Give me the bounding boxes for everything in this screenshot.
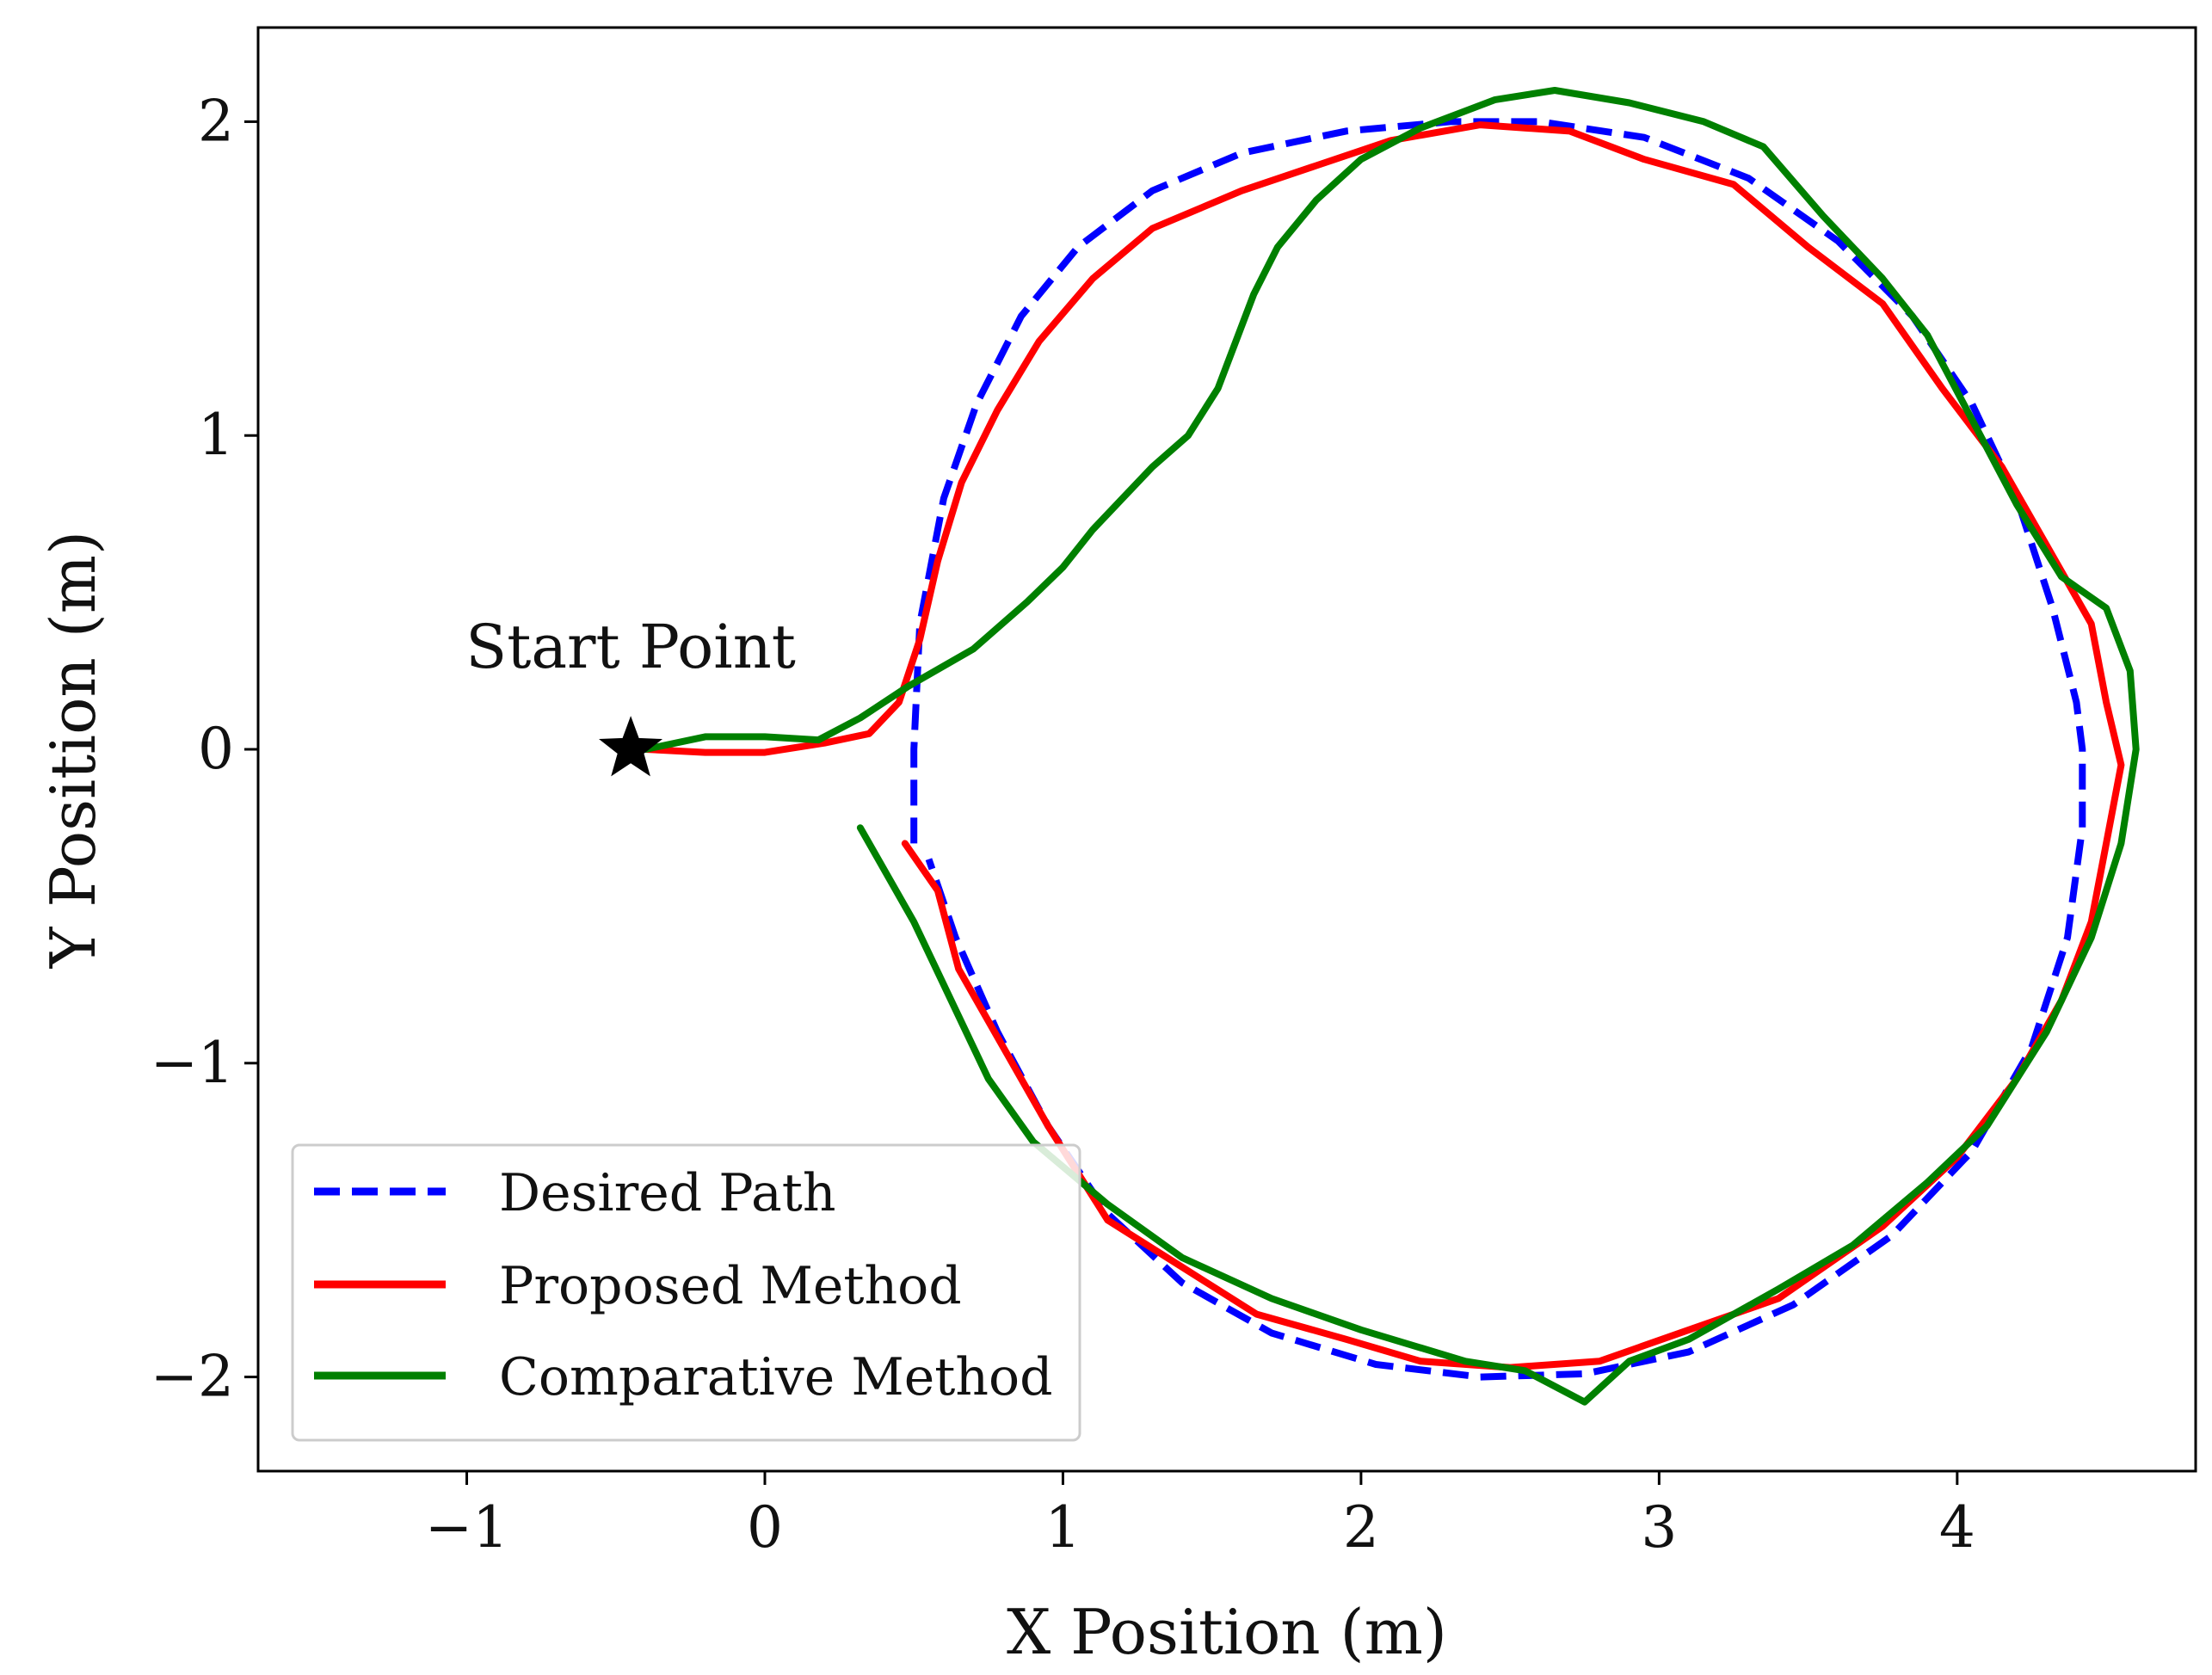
- y-tick-label: 1: [198, 402, 234, 468]
- legend-label-proposed-method: Proposed Method: [499, 1256, 962, 1316]
- y-tick-label: 2: [198, 88, 234, 154]
- series-line-proposed-method: [642, 121, 2125, 1371]
- legend: Desired Path Proposed Method Comparative…: [291, 1143, 1081, 1442]
- start-point-label: Start Point: [465, 612, 796, 682]
- x-tick-label: 3: [1641, 1494, 1677, 1561]
- legend-label-desired-path: Desired Path: [499, 1163, 835, 1223]
- y-axis-label: Y Position (m): [37, 531, 109, 969]
- series-line-desired-path: [910, 118, 2086, 1381]
- start-point-annotation: Start Point: [465, 612, 796, 777]
- y-tick-label: −2: [151, 1344, 234, 1410]
- x-tick-label: 2: [1343, 1494, 1379, 1561]
- x-tick-label: 4: [1939, 1494, 1975, 1561]
- start-point-star-marker: [599, 716, 663, 777]
- y-tick-label: −1: [151, 1030, 234, 1096]
- legend-label-comparative-method: Comparative Method: [499, 1347, 1053, 1407]
- x-tick-label: −1: [425, 1494, 508, 1561]
- x-tick-label: 0: [747, 1494, 783, 1561]
- legend-box: [291, 1143, 1081, 1442]
- x-axis-label: X Position (m): [1007, 1596, 1447, 1668]
- series-line-comparative-method: [642, 87, 2140, 1406]
- y-axis-ticks: −2 −1 0 1 2: [151, 88, 258, 1410]
- y-tick-label: 0: [198, 716, 234, 782]
- x-tick-label: 1: [1044, 1494, 1081, 1561]
- x-axis-ticks: −1 0 1 2 3 4: [425, 1471, 1975, 1561]
- series-layer: [642, 87, 2140, 1406]
